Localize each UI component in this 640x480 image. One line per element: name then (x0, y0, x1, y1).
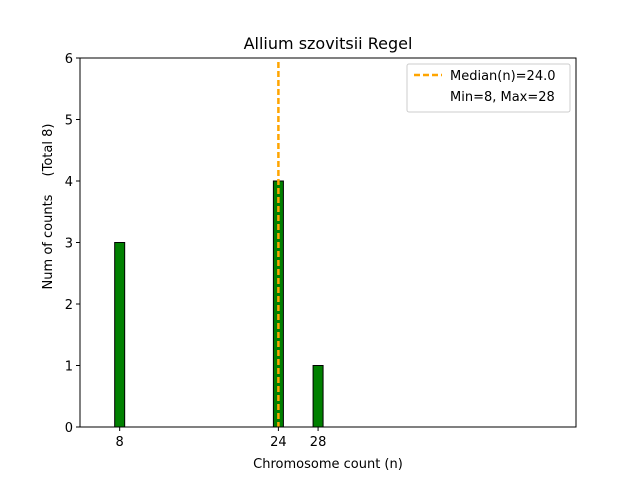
bar-8 (114, 242, 126, 428)
bars-group (114, 180, 324, 428)
legend-box (406, 63, 571, 113)
legend: Median(n)=24.0 Min=8, Max=28 (406, 63, 571, 113)
y-axis-label: Num of counts (41, 194, 56, 289)
y-tick-label: 5 (65, 114, 73, 129)
x-tick-label: 24 (270, 435, 287, 450)
x-tick-label: 28 (310, 435, 327, 450)
x-axis-label: Chromosome count (n) (253, 457, 403, 472)
y-tick-label: 1 (65, 360, 73, 375)
bar-28 (312, 365, 324, 428)
x-axis-ticks: 8 24 28 (116, 427, 327, 450)
y-tick-label: 2 (65, 298, 73, 313)
y-tick-label: 3 (65, 237, 73, 252)
legend-minmax-label: Min=8, Max=28 (450, 90, 555, 105)
plot-frame (79, 57, 577, 428)
y-axis-total-note: (Total 8) (41, 124, 56, 177)
x-tick-label: 8 (116, 435, 124, 450)
y-tick-label: 0 (65, 421, 73, 436)
chart-title: Allium szovitsii Regel (244, 34, 413, 53)
y-axis-ticks: 0 1 2 3 4 5 6 (65, 52, 80, 436)
y-tick-label: 6 (65, 52, 73, 67)
legend-median-label: Median(n)=24.0 (450, 69, 556, 84)
y-tick-label: 4 (65, 175, 73, 190)
